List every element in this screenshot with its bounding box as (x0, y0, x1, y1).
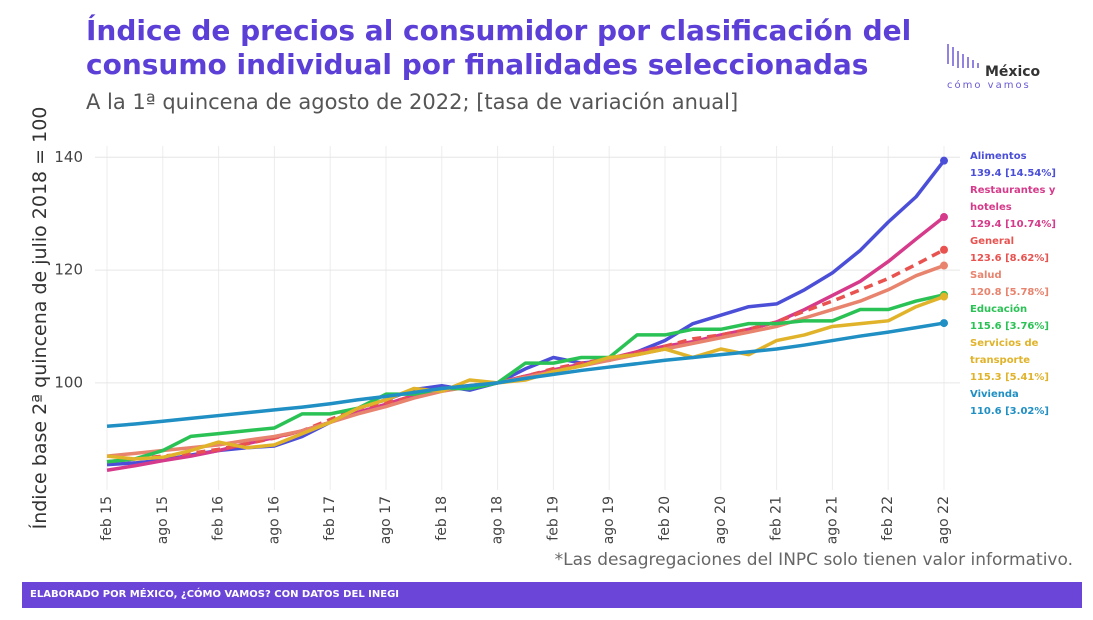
x-tick-label: feb 20 (657, 496, 673, 541)
logo-tagline: cómo vamos (947, 80, 1031, 91)
end-point (940, 245, 948, 254)
y-tick-label: 140 (54, 148, 83, 166)
x-tick-label: ago 21 (824, 496, 840, 544)
x-tick-label: feb 19 (545, 496, 561, 541)
series-line (106, 263, 945, 458)
x-tick-label: feb 22 (880, 496, 896, 541)
legend-label: Salud (970, 270, 1002, 281)
end-point (940, 156, 948, 165)
x-tick-label: ago 20 (713, 496, 729, 544)
x-tick-label: feb 16 (211, 496, 227, 541)
end-point (940, 292, 948, 301)
legend-label: Alimentos (970, 151, 1027, 162)
value-label: 120.8 [5.78%] (970, 287, 1049, 298)
x-tick-label: ago 15 (155, 496, 171, 544)
x-tick-label: ago 17 (378, 496, 394, 544)
chart-subtitle: A la 1ª quincena de agosto de 2022; [tas… (86, 90, 739, 114)
logo-name: México (985, 64, 1041, 80)
series-line (106, 321, 945, 429)
x-tick-label: feb 18 (434, 496, 450, 541)
value-label: 115.3 [5.41%] (970, 372, 1049, 383)
value-label: 115.6 [3.76%] (970, 321, 1049, 332)
legend-label: Vivienda (970, 389, 1019, 400)
x-tick-label: feb 15 (99, 496, 115, 541)
x-tick-label: ago 22 (936, 496, 952, 544)
y-tick-label: 100 (54, 373, 83, 391)
legend-label: Restaurantes y hoteles (970, 185, 1056, 213)
end-point (940, 261, 948, 270)
value-label: 110.6 [3.02%] (970, 406, 1049, 417)
x-tick-label: ago 16 (266, 496, 282, 544)
series-line (106, 293, 945, 464)
end-point (940, 213, 948, 222)
value-label: 123.6 [8.62%] (970, 253, 1049, 264)
legend-label: General (970, 236, 1014, 247)
logo-icon (947, 44, 979, 68)
source: ELABORADO POR MÉXICO, ¿CÓMO VAMOS? CON D… (22, 582, 1082, 608)
end-labels: Alimentos 139.4 [14.54%] Restaurantes y ho… (970, 148, 1058, 420)
y-axis-label: Índice base 2ª quincena de julio 2018 = … (29, 106, 51, 530)
legend-label: Servicios de transporte (970, 338, 1039, 366)
logo: México cómo vamos (945, 42, 1065, 91)
x-tick-label: feb 21 (769, 496, 785, 541)
end-point (940, 319, 948, 328)
x-tick-label: feb 17 (322, 496, 338, 541)
x-tick-label: ago 19 (601, 496, 617, 544)
chart-title: Índice de precios al consumidor por clas… (86, 14, 912, 81)
note: *Las desagregaciones del INPC solo tiene… (554, 550, 1073, 570)
value-label: 129.4 [10.74%] (970, 219, 1056, 230)
y-tick-label: 120 (54, 261, 83, 279)
x-tick-label: ago 18 (490, 496, 506, 544)
value-label: 139.4 [14.54%] (970, 168, 1056, 179)
legend-label: Educación (970, 304, 1028, 315)
